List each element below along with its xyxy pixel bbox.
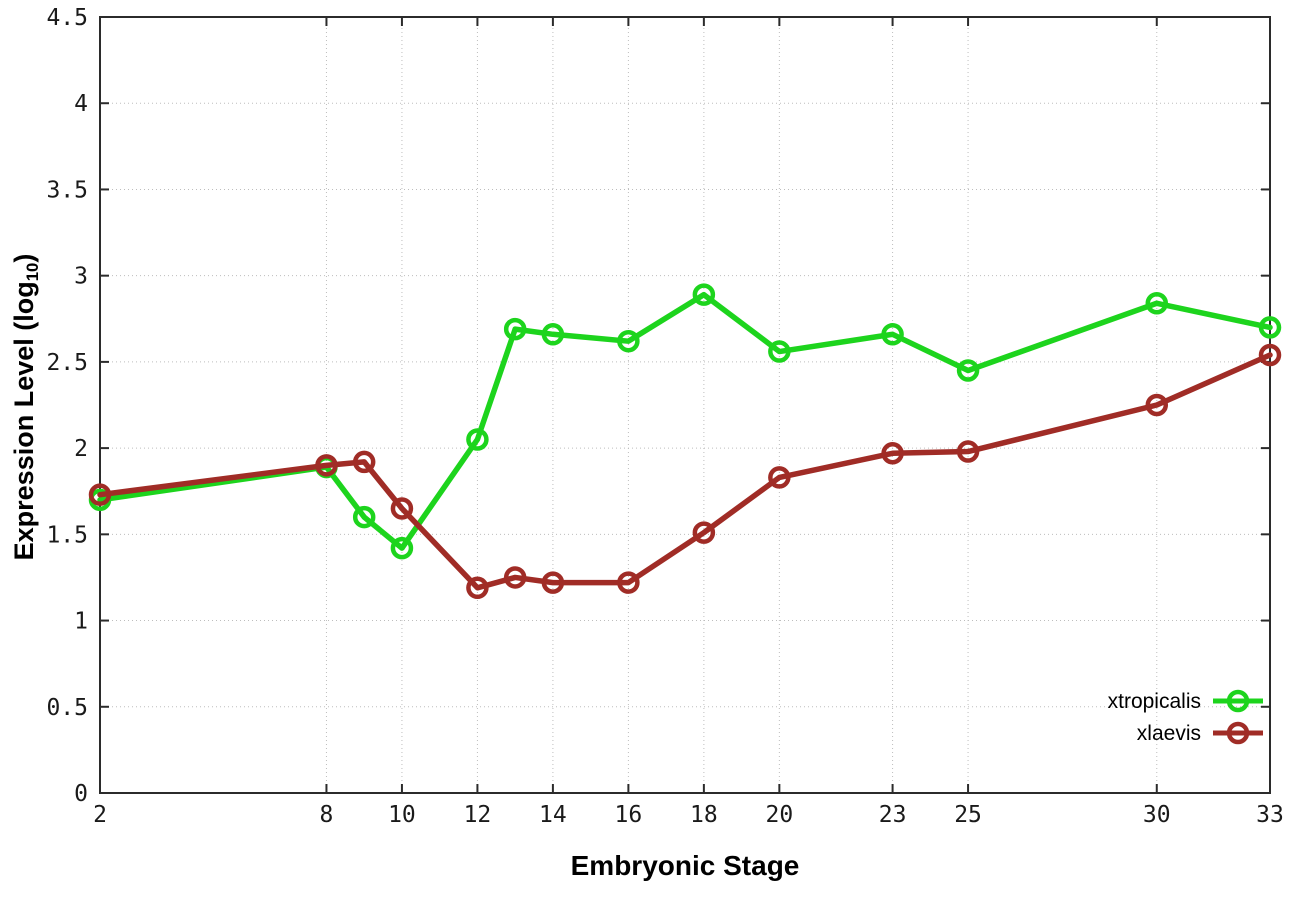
legend-label-xtropicalis: xtropicalis [1107,689,1201,713]
data-point-xtropicalis-stage-10 [390,536,414,560]
y-tick-label: 1 [74,609,88,635]
y-tick-label: 0 [74,781,88,807]
data-point-xtropicalis-stage-13 [503,317,527,341]
data-point-xlaevis-stage-2 [88,483,112,506]
legend-marker-xlaevis [1226,721,1250,745]
data-point-xlaevis-stage-18 [692,521,716,544]
data-point-xlaevis-stage-20 [768,466,791,489]
y-axis-title-suffix: ) [9,253,40,263]
y-tick-label: 4 [74,91,88,117]
legend: xtropicalis xlaevis [1108,686,1266,748]
x-tick-label: 33 [1256,802,1284,828]
x-tick-label: 18 [690,802,718,828]
x-tick-label: 25 [954,802,982,828]
data-point-xtropicalis-stage-30 [1145,292,1169,315]
y-tick-label: 2.5 [46,350,88,376]
data-point-xtropicalis-stage-16 [617,329,640,353]
data-point-xlaevis-stage-12 [466,576,489,600]
data-point-xtropicalis-stage-23 [881,323,904,346]
data-point-xtropicalis-stage-18 [692,283,716,306]
data-point-xlaevis-stage-14 [541,571,565,594]
x-tick-label: 16 [615,802,643,828]
x-tick-label: 10 [388,802,416,828]
data-point-xlaevis-stage-16 [617,571,640,594]
legend-label-xlaevis: xlaevis [1136,721,1201,745]
x-tick-label: 23 [879,802,907,828]
x-tick-label: 14 [539,802,567,828]
data-point-xtropicalis-stage-20 [768,340,791,363]
data-point-xtropicalis-stage-12 [466,428,489,451]
y-axis-title-text: Expression Level (log [9,281,40,561]
y-axis-title: Expression Level (log10) [9,254,43,561]
data-point-xlaevis-stage-23 [881,442,904,465]
y-tick-label: 0.5 [46,695,88,721]
legend-item-xtropicalis: xtropicalis [1108,686,1266,716]
x-tick-label: 12 [464,802,492,828]
data-point-xtropicalis-stage-9 [352,505,376,529]
y-tick-label: 2 [74,436,88,462]
data-point-xtropicalis-stage-33 [1258,316,1282,339]
y-axis-title-subscript: 10 [22,262,42,282]
x-tick-label: 20 [766,802,794,828]
x-tick-label: 2 [93,802,107,828]
series-line-xlaevis [97,352,1273,591]
x-axis-title: Embryonic Stage [570,850,800,881]
data-point-xlaevis-stage-9 [352,450,376,474]
legend-sample-xlaevis [1213,721,1263,745]
x-tick-label: 30 [1143,802,1171,828]
data-point-xlaevis-stage-30 [1145,393,1169,417]
data-point-xlaevis-stage-33 [1258,343,1282,367]
legend-marker-xtropicalis [1226,689,1250,713]
y-tick-label: 1.5 [46,522,88,548]
x-tick-label: 8 [320,802,334,828]
data-point-xtropicalis-stage-14 [541,323,565,346]
y-tick-label: 3.5 [46,177,88,203]
plot-border [99,16,1271,794]
data-point-xtropicalis-stage-25 [956,359,980,382]
data-point-xlaevis-stage-10 [390,497,414,520]
legend-item-xlaevis: xlaevis [1137,718,1266,748]
y-tick-label: 4.5 [46,5,88,31]
data-point-xlaevis-stage-8 [315,454,338,477]
data-point-xlaevis-stage-13 [503,566,527,589]
data-point-xlaevis-stage-25 [956,440,980,463]
y-tick-label: 3 [74,264,88,290]
legend-sample-xtropicalis [1213,689,1263,713]
